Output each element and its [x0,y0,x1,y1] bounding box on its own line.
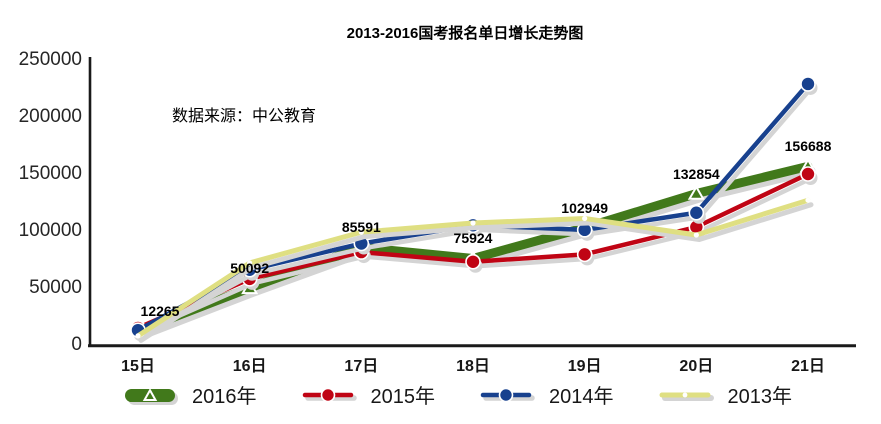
y-tick-label: 50000 [29,277,82,298]
data-point-label: 12265 [140,303,180,320]
x-tick-label: 20日 [679,358,714,375]
legend-marker-2014-icon [480,387,535,402]
y-tick-label: 100000 [18,220,82,241]
series-2014-point-marker [688,204,705,221]
y-tick-label: 200000 [18,106,82,127]
x-tick-label: 19日 [567,358,602,375]
data-point-label: 75924 [453,230,493,247]
series-2016-point-marker [687,185,705,200]
series-2015-point-marker [800,166,816,182]
chart-legend: 2016年 2015年 2014年 2013年 [122,380,792,409]
x-tick-label: 21日 [791,358,825,375]
legend-label-2016: 2016年 [192,386,257,408]
data-point-label: 85591 [341,219,381,236]
legend-label-2014: 2014年 [549,386,614,408]
series-2013-point-marker [805,197,811,203]
legend-item-2015: 2015年 [301,380,436,409]
data-point-label: 132854 [672,165,720,182]
data-point-label: 102949 [561,199,609,216]
y-tick-label: 150000 [18,163,82,184]
data-source-note: 数据来源：中公教育 [172,108,317,125]
y-tick-label: 250000 [18,49,82,70]
series-2013-point-marker [693,232,699,238]
series-2015-point-marker [465,253,481,270]
legend-marker-2015-icon [302,387,357,402]
data-point-label: 50092 [230,259,270,276]
legend-item-2013: 2013年 [658,380,793,409]
series-2014-point-marker [800,76,816,92]
x-tick-label: 17日 [344,358,379,375]
series-2013-point-marker [358,229,364,235]
series-2013-point-marker [470,220,476,226]
x-tick-label: 16日 [232,358,267,375]
chart-title: 2013-2016国考报名单日增长走势图 [346,25,584,42]
legend-marker-2013-icon [659,392,714,401]
legend-label-2015: 2015年 [370,386,436,408]
series-2013-point-marker [135,333,141,339]
series-2013-point-marker [247,260,253,266]
series-2015-point-marker [576,246,593,263]
legend-marker-2016-icon [125,387,178,405]
series-2016-line [133,161,813,336]
series-2013-point-marker [582,215,588,222]
x-tick-label: 15日 [121,358,155,375]
legend-label-2013: 2013年 [727,386,793,408]
data-point-label: 156688 [784,138,832,155]
series-2013-shadow [138,202,814,343]
y-tick-label: 0 [71,334,82,355]
x-tick-label: 18日 [456,358,490,375]
legend-item-2014: 2014年 [479,380,614,409]
legend-item-2016: 2016年 [122,380,257,409]
